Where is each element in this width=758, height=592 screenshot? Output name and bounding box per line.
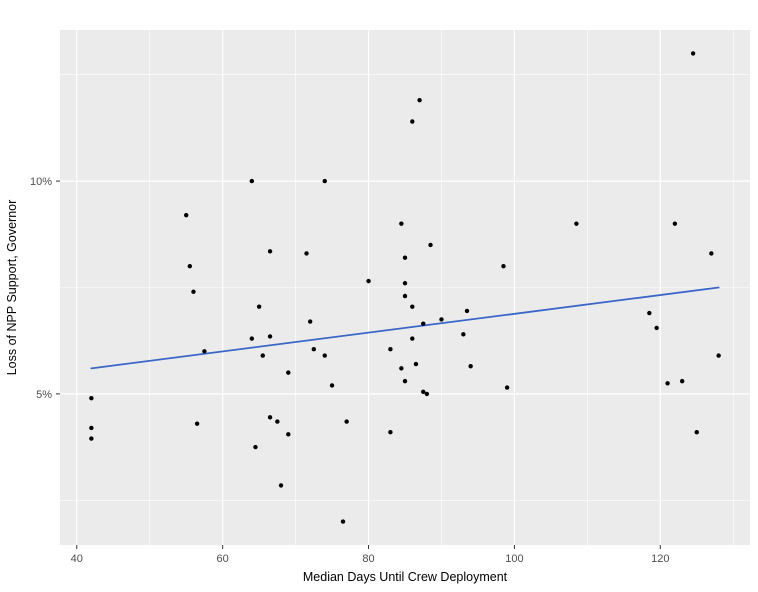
data-point bbox=[311, 347, 317, 352]
y-tick-label: 10% bbox=[30, 176, 52, 188]
data-point bbox=[410, 336, 415, 341]
data-point bbox=[286, 432, 291, 437]
data-point bbox=[421, 389, 426, 394]
data-point bbox=[267, 334, 273, 339]
data-point bbox=[187, 264, 193, 269]
data-point bbox=[278, 483, 284, 488]
data-point bbox=[410, 304, 415, 309]
data-point bbox=[413, 361, 419, 367]
data-point bbox=[716, 353, 721, 358]
data-point bbox=[461, 332, 466, 337]
data-point bbox=[340, 519, 346, 524]
data-point bbox=[89, 436, 94, 441]
data-point bbox=[709, 251, 714, 256]
x-tick-label: 40 bbox=[71, 553, 83, 565]
data-point bbox=[421, 321, 426, 326]
data-point bbox=[439, 317, 444, 322]
x-tick-label: 100 bbox=[505, 553, 523, 565]
y-tick-label: 5% bbox=[36, 389, 52, 401]
data-point bbox=[402, 378, 408, 384]
data-point bbox=[366, 278, 371, 284]
minor-gridlines bbox=[60, 30, 750, 545]
data-point bbox=[249, 336, 255, 341]
data-point bbox=[402, 281, 408, 286]
data-point bbox=[679, 378, 685, 384]
data-points-group bbox=[89, 51, 721, 524]
y-axis-title: Loss of NPP Support, Governor bbox=[5, 200, 19, 376]
axis-ticks bbox=[56, 180, 661, 549]
data-point bbox=[329, 383, 335, 388]
data-point bbox=[665, 381, 670, 386]
data-point bbox=[501, 264, 506, 269]
data-point bbox=[428, 242, 433, 248]
data-point bbox=[275, 419, 280, 424]
data-point bbox=[202, 349, 207, 354]
data-point bbox=[417, 98, 422, 103]
data-point bbox=[322, 353, 327, 358]
data-point bbox=[464, 308, 470, 314]
data-point bbox=[672, 221, 678, 226]
data-point bbox=[191, 289, 196, 294]
data-point bbox=[89, 425, 94, 431]
data-point bbox=[307, 319, 313, 324]
data-point bbox=[388, 430, 393, 435]
data-point bbox=[399, 221, 404, 226]
data-point bbox=[89, 395, 94, 401]
data-point bbox=[399, 366, 404, 371]
data-point bbox=[183, 212, 189, 218]
data-point bbox=[647, 310, 652, 316]
data-point bbox=[322, 178, 327, 184]
data-point bbox=[468, 364, 473, 369]
trend-line bbox=[90, 286, 720, 370]
trend-line-group bbox=[90, 286, 720, 370]
data-point bbox=[654, 325, 659, 331]
data-point bbox=[402, 293, 408, 299]
x-tick-label: 60 bbox=[217, 553, 229, 565]
x-axis-title: Median Days Until Crew Deployment bbox=[303, 570, 508, 584]
data-point bbox=[267, 415, 273, 420]
data-point bbox=[194, 421, 200, 426]
data-point bbox=[504, 385, 510, 390]
data-point bbox=[690, 51, 696, 56]
data-point bbox=[260, 353, 265, 358]
data-point bbox=[304, 251, 309, 256]
data-point bbox=[402, 255, 408, 260]
data-point bbox=[424, 391, 430, 397]
data-point bbox=[253, 444, 258, 450]
data-point bbox=[410, 119, 415, 124]
data-point bbox=[388, 347, 393, 352]
data-point bbox=[574, 221, 579, 226]
x-tick-label: 120 bbox=[651, 553, 669, 565]
data-point bbox=[267, 249, 273, 254]
data-point bbox=[249, 178, 255, 184]
data-point bbox=[344, 419, 349, 424]
data-point bbox=[694, 430, 699, 435]
major-gridlines bbox=[60, 30, 750, 545]
axis-tick-labels: 40 60 80 100 120 5% 10% bbox=[30, 176, 669, 565]
x-tick-label: 80 bbox=[362, 553, 374, 565]
data-point bbox=[256, 304, 262, 309]
data-point bbox=[286, 370, 291, 375]
